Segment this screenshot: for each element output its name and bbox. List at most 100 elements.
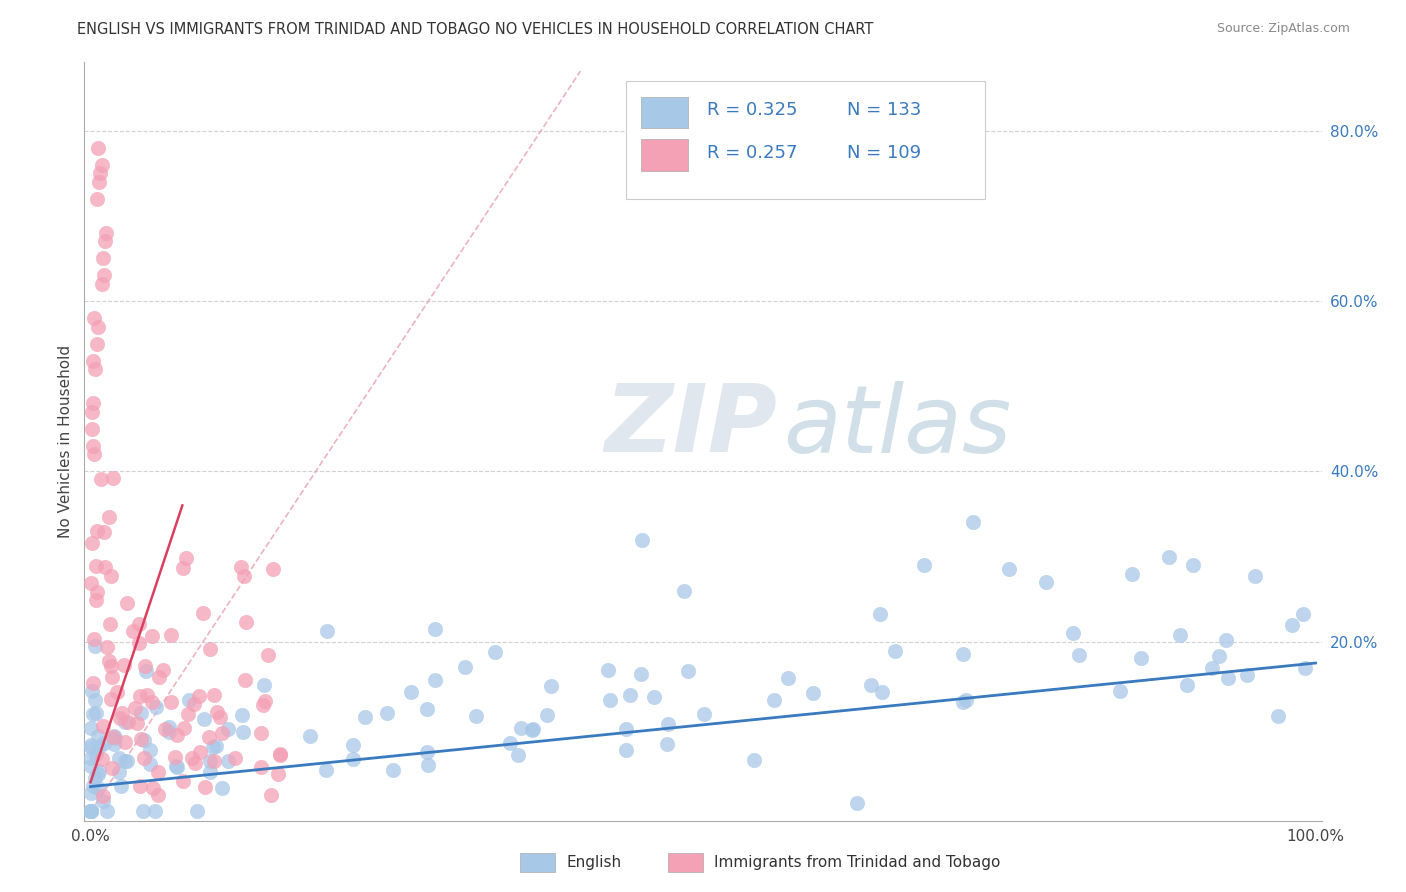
- Point: [194, 780, 217, 794]
- Point: [260, 789, 283, 803]
- Point: [86, 747, 108, 762]
- Y-axis label: No Vehicles in Household: No Vehicles in Household: [58, 345, 73, 538]
- Point: [1069, 648, 1091, 662]
- Point: [762, 693, 785, 707]
- Point: [198, 764, 221, 779]
- Point: [211, 726, 233, 740]
- Point: [128, 616, 150, 631]
- Point: [100, 569, 122, 583]
- Point: [316, 624, 339, 639]
- Point: [82, 707, 104, 722]
- Point: [124, 701, 146, 715]
- Point: [127, 715, 149, 730]
- Point: [235, 615, 257, 629]
- Point: [138, 742, 160, 756]
- Point: [114, 735, 136, 749]
- Point: [94, 235, 117, 249]
- Point: [107, 751, 129, 765]
- Point: [80, 684, 103, 698]
- Point: [128, 779, 150, 793]
- Point: [952, 647, 974, 661]
- Point: [191, 607, 214, 621]
- Point: [87, 319, 110, 334]
- Point: [163, 749, 186, 764]
- Point: [423, 622, 446, 636]
- Point: [229, 560, 252, 574]
- Point: [104, 731, 127, 745]
- Point: [105, 685, 128, 699]
- Point: [1236, 668, 1258, 682]
- Point: [250, 760, 273, 774]
- FancyBboxPatch shape: [641, 139, 688, 171]
- Point: [114, 754, 136, 768]
- Point: [1201, 661, 1223, 675]
- Point: [198, 731, 221, 745]
- Point: [1218, 671, 1240, 685]
- Point: [84, 772, 107, 786]
- Point: [232, 724, 254, 739]
- Point: [135, 664, 157, 678]
- Point: [79, 740, 101, 755]
- Point: [1121, 566, 1143, 581]
- Point: [91, 789, 114, 803]
- Point: [269, 747, 291, 762]
- Point: [80, 804, 103, 818]
- Point: [416, 745, 439, 759]
- Point: [86, 767, 108, 781]
- Point: [418, 758, 440, 772]
- Point: [152, 664, 174, 678]
- Text: ENGLISH VS IMMIGRANTS FROM TRINIDAD AND TOBAGO NO VEHICLES IN HOUSEHOLD CORRELAT: ENGLISH VS IMMIGRANTS FROM TRINIDAD AND …: [77, 22, 873, 37]
- Point: [98, 616, 121, 631]
- Point: [103, 737, 125, 751]
- Point: [90, 158, 112, 172]
- Point: [82, 396, 104, 410]
- Point: [204, 754, 226, 768]
- Point: [84, 706, 107, 721]
- Point: [91, 718, 114, 732]
- Point: [616, 743, 638, 757]
- Point: [80, 405, 103, 419]
- Point: [193, 712, 215, 726]
- Point: [79, 751, 101, 765]
- Point: [86, 336, 108, 351]
- Point: [179, 693, 201, 707]
- Point: [93, 736, 115, 750]
- Point: [172, 774, 194, 789]
- Point: [1281, 618, 1303, 632]
- Point: [134, 751, 156, 765]
- Point: [657, 717, 679, 731]
- Point: [846, 797, 869, 811]
- Point: [84, 362, 107, 376]
- Text: ZIP: ZIP: [605, 380, 778, 473]
- Point: [128, 636, 150, 650]
- Point: [79, 804, 101, 818]
- Point: [1175, 678, 1198, 692]
- Point: [146, 764, 169, 779]
- Point: [83, 447, 105, 461]
- Point: [188, 746, 211, 760]
- Point: [160, 695, 183, 709]
- Point: [83, 632, 105, 646]
- Point: [257, 648, 280, 662]
- Point: [114, 715, 136, 730]
- Point: [614, 723, 637, 737]
- Point: [1295, 661, 1317, 675]
- Point: [217, 722, 239, 736]
- Point: [180, 751, 202, 765]
- Point: [93, 525, 115, 540]
- Point: [1292, 607, 1315, 621]
- Point: [262, 562, 284, 576]
- Point: [173, 721, 195, 735]
- FancyBboxPatch shape: [641, 96, 688, 128]
- Point: [693, 707, 716, 722]
- Point: [132, 804, 155, 818]
- Text: Source: ZipAtlas.com: Source: ZipAtlas.com: [1216, 22, 1350, 36]
- Point: [141, 629, 163, 643]
- Point: [211, 781, 233, 796]
- Point: [453, 660, 475, 674]
- Point: [86, 524, 108, 538]
- Point: [86, 780, 108, 795]
- Point: [121, 624, 143, 639]
- Point: [80, 804, 103, 818]
- Point: [91, 252, 114, 266]
